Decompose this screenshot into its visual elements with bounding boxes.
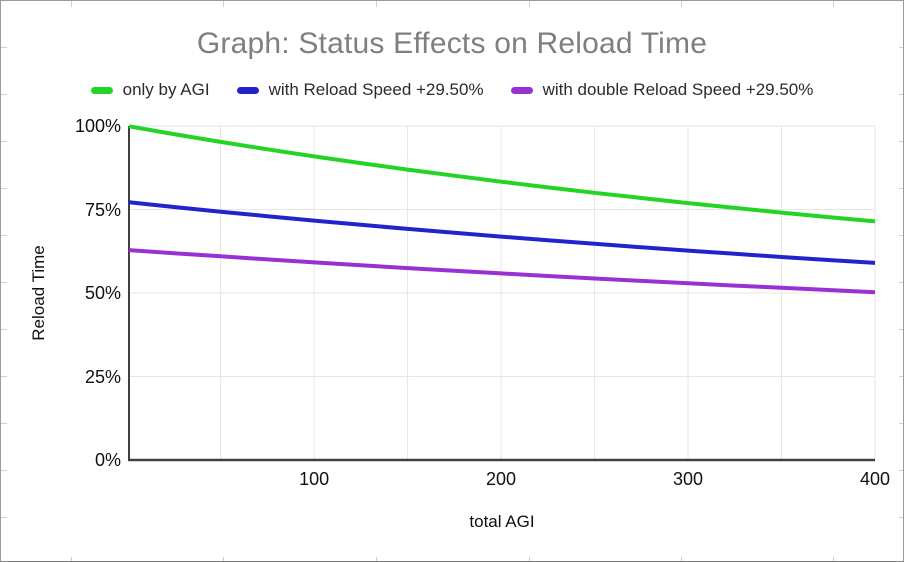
background-grid-stub — [899, 329, 903, 330]
background-grid-stub — [71, 1, 72, 7]
background-grid-stub — [899, 235, 903, 236]
x-axis-title: total AGI — [469, 512, 535, 531]
background-grid-stub — [529, 1, 530, 7]
background-grid-stub — [833, 557, 834, 561]
background-grid-stub — [223, 1, 224, 7]
background-grid-stub — [899, 376, 903, 377]
background-grid-stub — [899, 470, 903, 471]
background-grid-stub — [681, 1, 682, 7]
background-grid-stub — [1, 188, 7, 189]
background-grid-stub — [71, 557, 72, 561]
background-grid-stub — [899, 517, 903, 518]
legend-item-0: only by AGI — [90, 80, 210, 100]
background-grid-stub — [899, 282, 903, 283]
x-tick-label: 400 — [859, 469, 891, 489]
background-grid-stub — [1, 470, 7, 471]
y-tick-label: 25% — [84, 366, 121, 387]
background-grid-stub — [529, 557, 530, 561]
y-tick-label: 0% — [94, 450, 121, 470]
background-grid-stub — [1, 517, 7, 518]
y-tick-label: 100% — [74, 116, 121, 136]
background-grid-stub — [1, 94, 7, 95]
legend-label: only by AGI — [122, 80, 210, 99]
background-grid-stub — [681, 557, 682, 561]
x-tick-label: 100 — [299, 469, 330, 489]
x-tick-label: 200 — [486, 469, 517, 489]
background-grid-stub — [1, 47, 7, 48]
legend-swatch-icon — [90, 86, 113, 94]
legend-label: with double Reload Speed +29.50% — [542, 80, 814, 99]
background-grid-stub — [223, 557, 224, 561]
background-grid-stub — [1, 423, 7, 424]
background-grid-stub — [899, 141, 903, 142]
y-tick-label: 50% — [84, 283, 121, 303]
background-grid-stub — [899, 423, 903, 424]
x-tick-label: 300 — [673, 469, 704, 489]
background-grid-stub — [1, 141, 7, 142]
background-grid-stub — [833, 1, 834, 7]
legend-swatch-icon — [510, 86, 533, 94]
background-grid-stub — [899, 94, 903, 95]
background-grid-stub — [1, 282, 7, 283]
series-line-2 — [128, 248, 876, 295]
series-line-0 — [128, 124, 876, 224]
series-line-1 — [128, 200, 876, 265]
background-grid-stub — [899, 188, 903, 189]
legend-item-2: with double Reload Speed +29.50% — [510, 80, 814, 100]
legend-swatch-icon — [236, 86, 259, 94]
background-grid-stub — [899, 47, 903, 48]
legend-label: with Reload Speed +29.50% — [268, 80, 484, 99]
background-grid-stub — [376, 557, 377, 561]
background-grid-stub — [1, 235, 7, 236]
chart-title: Graph: Status Effects on Reload Time — [196, 27, 708, 60]
background-grid-stub — [1, 376, 7, 377]
background-grid-stub — [1, 329, 7, 330]
legend: only by AGI with Reload Speed +29.50% with… — [1, 80, 903, 100]
y-tick-label: 75% — [84, 199, 121, 220]
legend-item-1: with Reload Speed +29.50% — [236, 80, 484, 100]
y-axis-title: Reload Time — [29, 245, 48, 341]
background-grid-stub — [376, 1, 377, 7]
